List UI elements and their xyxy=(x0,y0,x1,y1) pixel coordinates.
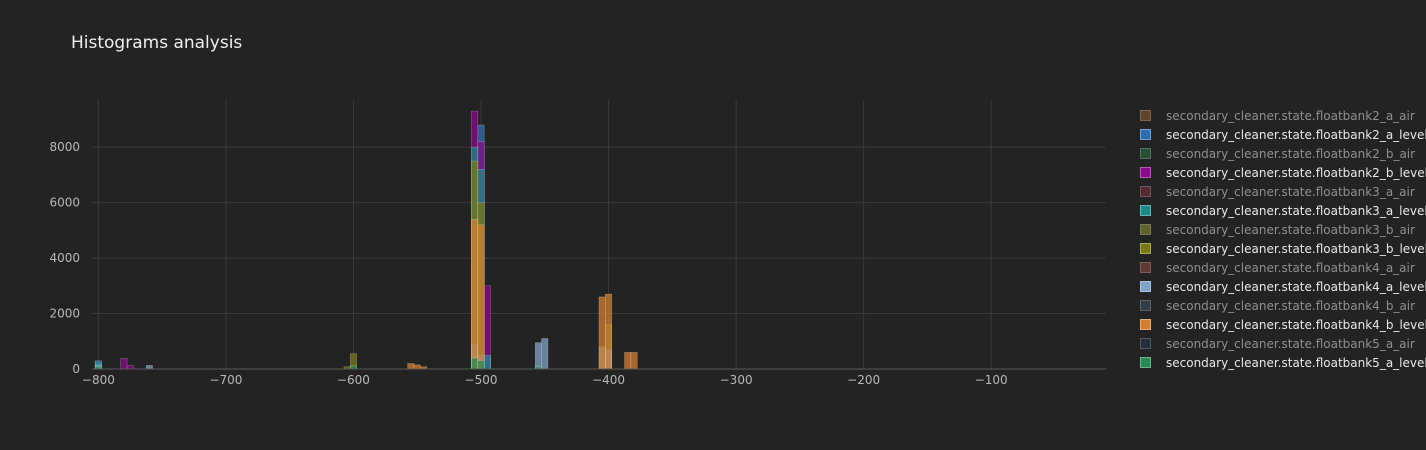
histogram-bar xyxy=(483,354,491,370)
legend: secondary_cleaner.state.floatbank2_a_air… xyxy=(1140,106,1426,372)
legend-swatch xyxy=(1140,338,1151,349)
x-tick-label: −300 xyxy=(720,373,753,387)
legend-item[interactable]: secondary_cleaner.state.floatbank2_b_lev… xyxy=(1140,163,1426,182)
legend-label: secondary_cleaner.state.floatbank2_a_lev… xyxy=(1166,127,1426,142)
x-tick-label: −200 xyxy=(847,373,880,387)
legend-swatch xyxy=(1140,281,1151,292)
bars xyxy=(94,110,638,370)
y-tick-label: 4000 xyxy=(49,251,80,265)
legend-swatch xyxy=(1140,167,1151,178)
histogram-bar xyxy=(120,358,128,370)
histogram-bar xyxy=(598,296,606,370)
legend-label: secondary_cleaner.state.floatbank4_b_air xyxy=(1166,298,1416,313)
legend-label: secondary_cleaner.state.floatbank2_a_air xyxy=(1166,108,1415,123)
legend-label: secondary_cleaner.state.floatbank4_a_lev… xyxy=(1166,279,1426,294)
axes: −800 −700 −600 −500 −400 −300 −200 −100 0 2000 400… xyxy=(49,140,1106,387)
histogram-bar xyxy=(477,224,485,370)
legend-item[interactable]: secondary_cleaner.state.floatbank2_a_lev… xyxy=(1140,125,1426,144)
legend-swatch xyxy=(1140,357,1151,368)
legend-swatch xyxy=(1140,110,1151,121)
legend-item[interactable]: secondary_cleaner.state.floatbank5_a_air xyxy=(1140,334,1426,353)
x-tick-label: −800 xyxy=(82,373,115,387)
histogram-bar xyxy=(413,364,421,370)
histogram-bar xyxy=(534,342,542,370)
legend-swatch xyxy=(1140,243,1151,254)
legend-item[interactable]: secondary_cleaner.state.floatbank2_b_air xyxy=(1140,144,1426,163)
histogram-bar xyxy=(605,293,613,370)
y-tick-label: 8000 xyxy=(49,140,80,154)
legend-swatch xyxy=(1140,186,1151,197)
legend-swatch xyxy=(1140,262,1151,273)
legend-label: secondary_cleaner.state.floatbank2_b_air xyxy=(1166,146,1416,161)
legend-item[interactable]: secondary_cleaner.state.floatbank4_a_air xyxy=(1140,258,1426,277)
legend-swatch xyxy=(1140,205,1151,216)
x-tick-label: −500 xyxy=(465,373,498,387)
legend-swatch xyxy=(1140,224,1151,235)
x-tick-label: −400 xyxy=(592,373,625,387)
y-tick-label: 0 xyxy=(72,362,80,376)
y-tick-label: 6000 xyxy=(49,196,80,210)
legend-swatch xyxy=(1140,300,1151,311)
histogram-bar xyxy=(471,218,479,370)
x-tick-label: −600 xyxy=(337,373,370,387)
x-tick-label: −100 xyxy=(975,373,1008,387)
legend-label: secondary_cleaner.state.floatbank2_b_lev… xyxy=(1166,165,1426,180)
histogram-bar xyxy=(541,338,549,370)
legend-label: secondary_cleaner.state.floatbank3_b_air xyxy=(1166,222,1416,237)
legend-swatch xyxy=(1140,319,1151,330)
legend-item[interactable]: secondary_cleaner.state.floatbank3_b_lev… xyxy=(1140,239,1426,258)
legend-item[interactable]: secondary_cleaner.state.floatbank4_b_lev… xyxy=(1140,315,1426,334)
legend-item[interactable]: secondary_cleaner.state.floatbank3_a_air xyxy=(1140,182,1426,201)
histogram-bar xyxy=(471,357,479,370)
chart-title: Histograms analysis xyxy=(71,33,243,53)
legend-label: secondary_cleaner.state.floatbank4_b_lev… xyxy=(1166,317,1426,332)
legend-item[interactable]: secondary_cleaner.state.floatbank4_a_lev… xyxy=(1140,277,1426,296)
histogram-bar xyxy=(145,365,153,370)
histogram-bar xyxy=(624,352,632,370)
legend-item[interactable]: secondary_cleaner.state.floatbank2_a_air xyxy=(1140,106,1426,125)
legend-label: secondary_cleaner.state.floatbank3_b_lev… xyxy=(1166,241,1426,256)
legend-label: secondary_cleaner.state.floatbank5_a_air xyxy=(1166,336,1415,351)
legend-swatch xyxy=(1140,129,1151,140)
x-tick-label: −700 xyxy=(209,373,242,387)
legend-item[interactable]: secondary_cleaner.state.floatbank4_b_air xyxy=(1140,296,1426,315)
histogram-bar xyxy=(630,352,638,370)
legend-label: secondary_cleaner.state.floatbank5_a_lev… xyxy=(1166,355,1426,370)
legend-item[interactable]: secondary_cleaner.state.floatbank3_a_lev… xyxy=(1140,201,1426,220)
histogram-bar xyxy=(477,360,485,370)
legend-item[interactable]: secondary_cleaner.state.floatbank3_b_air xyxy=(1140,220,1426,239)
legend-item[interactable]: secondary_cleaner.state.floatbank5_a_lev… xyxy=(1140,353,1426,372)
legend-swatch xyxy=(1140,148,1151,159)
legend-label: secondary_cleaner.state.floatbank3_a_air xyxy=(1166,184,1415,199)
y-tick-label: 2000 xyxy=(49,307,80,321)
legend-label: secondary_cleaner.state.floatbank3_a_lev… xyxy=(1166,203,1426,218)
histogram-bar xyxy=(407,363,415,370)
legend-label: secondary_cleaner.state.floatbank4_a_air xyxy=(1166,260,1415,275)
